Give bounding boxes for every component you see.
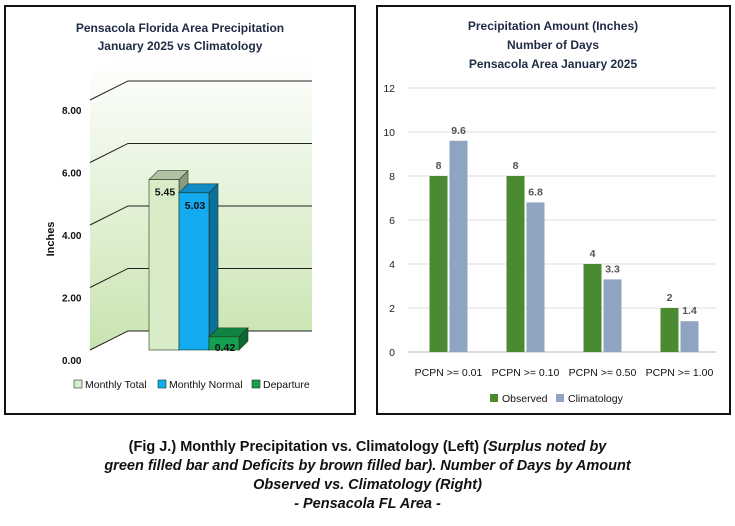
bar-observed-1 [429,176,448,352]
bar-climatology-2 [526,202,545,352]
caption-line1-italic: (Surplus noted by [483,439,607,455]
legend-label: Climatology [568,393,624,405]
bar-front [148,179,180,351]
legend-label: Monthly Total [85,379,147,391]
y-tick-label: 0 [389,347,395,359]
bar-climatology-4 [680,321,699,352]
left-chart-title-line2: January 2025 vs Climatology [98,39,263,53]
legend-label: Monthly Normal [169,379,243,391]
bar-value-label: 1.4 [682,305,697,317]
y-tick-label: 4 [389,259,395,271]
bar-observed-2 [506,176,525,352]
bar-1: 5.45 [148,169,189,351]
figure-caption: (Fig J.) Monthly Precipitation vs. Clima… [0,438,735,514]
y-tick-label: 12 [383,83,395,95]
y-tick-label: 0.00 [62,356,82,367]
gridline [89,80,312,101]
right-chart-title-line3: Pensacola Area January 2025 [469,57,638,71]
caption-line1-text: (Fig J.) Monthly Precipitation vs. Clima… [128,439,484,455]
caption-line1: (Fig J.) Monthly Precipitation vs. Clima… [0,438,735,457]
bar-value-label: 8 [513,160,519,172]
y-tick-label: 8.00 [62,106,82,117]
bar-climatology-1 [449,140,468,352]
right-chart-title-line1: Precipitation Amount (Inches) [468,19,638,33]
left-chart-plot-area: 0.00 2.00 4.00 6.00 8.00 5.45 5.03 0.42 [62,56,312,367]
bar-value-label: 6.8 [528,186,543,198]
bar-value-label: 5.03 [185,200,206,212]
right-chart: Precipitation Amount (Inches) Number of … [383,19,716,405]
y-tick-label: 8 [389,171,395,183]
y-tick-label: 10 [383,127,395,139]
y-tick-label: 2.00 [62,294,82,305]
left-chart-title-line1: Pensacola Florida Area Precipitation [76,21,284,35]
bar-value-label: 5.45 [155,187,176,199]
caption-line4: - Pensacola FL Area - [294,496,441,512]
right-chart-title-line2: Number of Days [507,38,599,52]
x-category-label: PCPN >= 0.01 [415,367,483,379]
gridline [89,330,312,351]
y-tick-label: 6 [389,215,395,227]
bar-value-label: 4 [590,248,596,260]
bar-value-label: 8 [436,160,442,172]
legend-label: Observed [502,393,548,405]
gridline [89,268,312,288]
y-tick-label: 4.00 [62,231,82,242]
bar-side [208,183,219,351]
legend-label: Departure [263,379,310,391]
x-category-label: PCPN >= 0.10 [492,367,560,379]
legend-swatch [157,379,167,389]
bar-value-label: 0.42 [215,342,236,354]
right-chart-legend: Observed Climatology [490,393,624,405]
left-chart-y-axis-label: Inches [45,222,57,257]
bar-value-label: 3.3 [605,263,620,275]
bar-front [178,192,210,351]
y-tick-label: 6.00 [62,169,82,180]
bar-3: 0.42 [208,327,249,354]
left-chart-legend: Monthly Total Monthly Normal Departure [73,379,310,391]
caption-line2: green filled bar and Deficits by brown f… [104,458,631,474]
legend-swatch [73,379,83,389]
left-chart: Pensacola Florida Area Precipitation Jan… [45,21,312,391]
x-category-label: PCPN >= 1.00 [646,367,714,379]
y-tick-label: 2 [389,303,395,315]
legend-swatch [490,394,498,402]
bar-value-label: 2 [667,292,673,304]
bar-2: 5.03 [178,183,219,351]
right-chart-plot-area: 0 2 4 6 8 10 12 8 9.6 PCPN >= 0.01 8 6.8 PCPN >= 0.1… [383,83,716,379]
bar-front [208,336,240,351]
x-category-label: PCPN >= 0.50 [569,367,637,379]
caption-line3: Observed vs. Climatology (Right) [253,477,482,493]
gridline [89,143,312,163]
bar-observed-3 [583,264,602,352]
bar-climatology-3 [603,279,622,352]
legend-swatch [251,379,261,389]
bar-value-label: 9.6 [451,125,466,137]
gridline [89,205,312,226]
left-chart-panel: Pensacola Florida Area Precipitation Jan… [4,5,356,415]
bar-observed-4 [660,308,679,352]
right-chart-panel: Precipitation Amount (Inches) Number of … [376,5,731,415]
legend-swatch [556,394,564,402]
